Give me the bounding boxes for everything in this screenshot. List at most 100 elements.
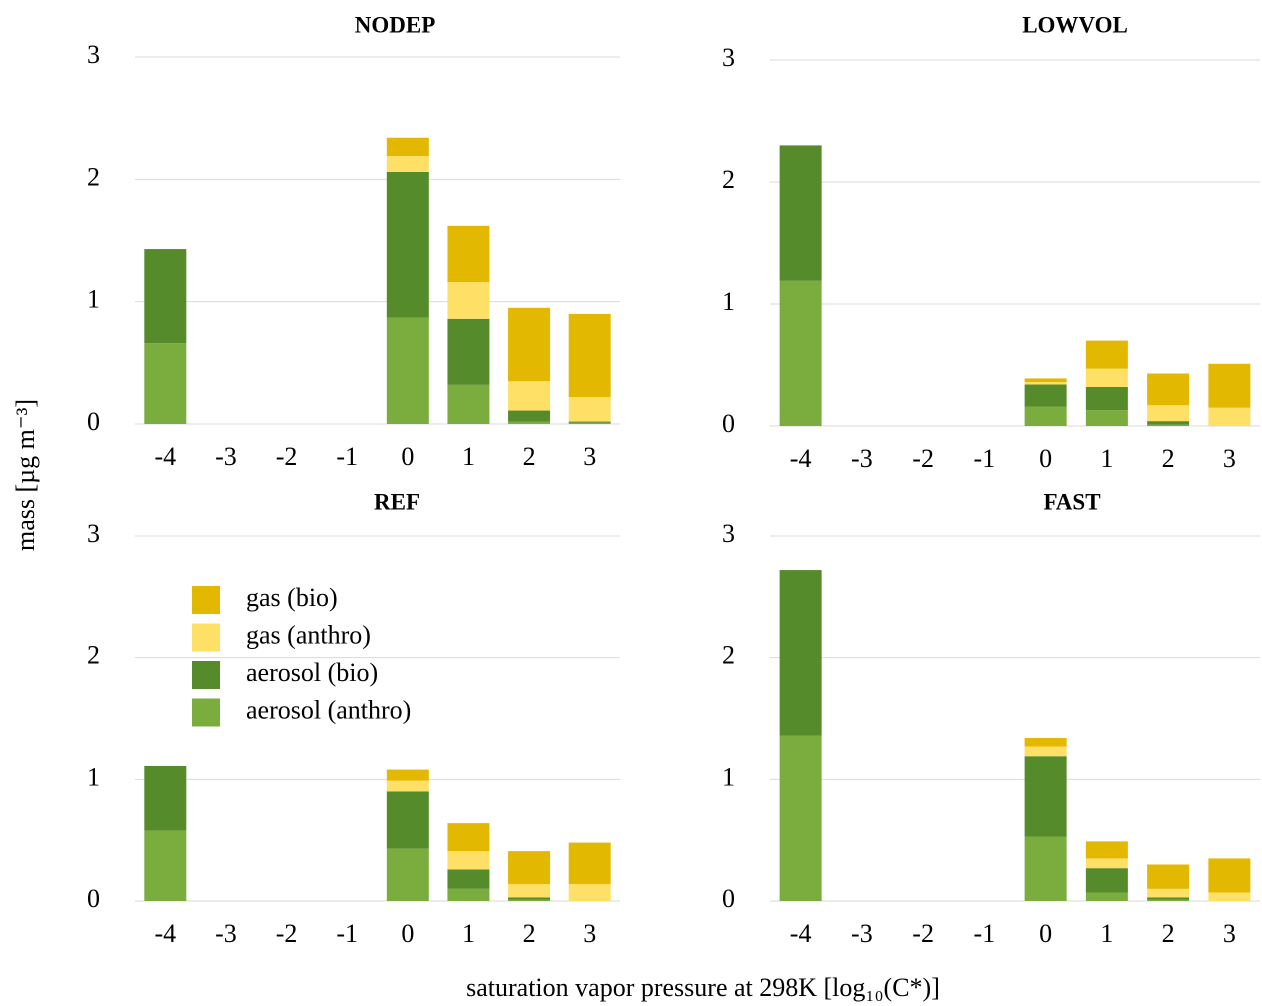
bar-segment	[1085, 386, 1128, 411]
y-tick-label: 1	[722, 287, 735, 316]
x-tick-label: 2	[1162, 919, 1175, 948]
x-tick-label: 3	[583, 442, 596, 471]
x-tick-label: -3	[851, 919, 873, 948]
bar-segment	[1147, 897, 1190, 900]
legend-swatch	[192, 661, 220, 689]
bar-segment	[508, 421, 551, 424]
bar-segment	[1085, 340, 1128, 369]
x-tick-label: -4	[154, 919, 176, 948]
x-tick-label: 0	[401, 442, 414, 471]
bar-segment	[447, 869, 490, 889]
bar-segment	[779, 735, 822, 901]
bar-segment	[1208, 363, 1251, 408]
bar-segment	[568, 422, 611, 424]
bar-segment	[568, 313, 611, 398]
legend-label: gas (anthro)	[246, 620, 371, 649]
y-tick-label: 1	[87, 285, 100, 314]
y-tick-label: 3	[87, 40, 100, 69]
bar-segment	[144, 343, 187, 424]
bar-segment	[447, 384, 490, 424]
bar-segment	[1024, 836, 1067, 901]
bar-segment	[386, 780, 429, 792]
bar-segment	[1024, 746, 1067, 757]
x-tick-label: -2	[276, 442, 298, 471]
x-tick-label: -4	[790, 919, 812, 948]
x-tick-label: 0	[1039, 919, 1052, 948]
bar-segment	[386, 769, 429, 781]
legend-label: aerosol (anthro)	[246, 695, 411, 724]
y-tick-label: 3	[87, 519, 100, 548]
y-tick-label: 2	[722, 641, 735, 670]
y-tick-label: 0	[722, 884, 735, 913]
bar-segment	[1085, 410, 1128, 426]
bar-segment	[386, 156, 429, 172]
bar-segment	[447, 318, 490, 385]
legend-swatch	[192, 698, 220, 727]
x-axis-label: saturation vapor pressure at 298K [log₁₀…	[466, 973, 940, 1002]
bar-segment	[1024, 756, 1067, 837]
bar-segment	[447, 888, 490, 901]
bar-segment	[1147, 864, 1190, 889]
y-tick-label: 1	[87, 762, 100, 791]
x-tick-label: -1	[974, 919, 996, 948]
y-tick-label: 0	[87, 407, 100, 436]
bar-segment	[1024, 384, 1067, 407]
bar-segment	[144, 249, 187, 344]
bar-segment	[1208, 407, 1251, 426]
bar-segment	[1147, 421, 1190, 425]
bar-segment	[1024, 382, 1067, 385]
bar-segment	[1147, 888, 1190, 898]
y-tick-label: 1	[722, 762, 735, 791]
bar-segment	[508, 899, 551, 901]
legend-label: gas (bio)	[246, 583, 338, 612]
y-tick-label: 2	[87, 641, 100, 670]
bar-segment	[447, 282, 490, 319]
x-tick-label: -1	[336, 919, 358, 948]
bar-segment	[508, 883, 551, 898]
bar-segment	[568, 842, 611, 884]
bar-segment	[386, 317, 429, 424]
chart-title: LOWVOL	[1022, 12, 1128, 37]
x-tick-label: 2	[523, 442, 536, 471]
x-tick-label: -3	[215, 442, 237, 471]
x-tick-label: 3	[1223, 919, 1236, 948]
x-tick-label: 1	[462, 442, 475, 471]
chart-title: NODEP	[355, 12, 436, 37]
chart-title: REF	[374, 489, 420, 514]
bar-segment	[386, 791, 429, 849]
bar-segment	[144, 765, 187, 831]
y-tick-label: 2	[722, 165, 735, 194]
bar-segment	[779, 570, 822, 736]
bar-segment	[568, 397, 611, 422]
y-tick-label: 3	[722, 519, 735, 548]
bar-segment	[508, 307, 551, 382]
bar-segment	[1147, 424, 1190, 426]
bar-segment	[1085, 892, 1128, 901]
bar-segment	[1147, 373, 1190, 406]
x-tick-label: -4	[790, 444, 812, 473]
bar-segment	[1208, 892, 1251, 901]
y-tick-label: 0	[722, 409, 735, 438]
bar-segment	[1147, 899, 1190, 901]
bar-segment	[568, 421, 611, 423]
bar-segment	[1085, 868, 1128, 893]
legend-swatch	[192, 623, 220, 652]
bar-segment	[386, 137, 429, 157]
x-tick-label: -3	[851, 444, 873, 473]
bar-segment	[1085, 858, 1128, 869]
x-tick-label: -2	[276, 919, 298, 948]
bar-segment	[1085, 368, 1128, 387]
x-tick-label: 0	[1039, 444, 1052, 473]
x-tick-label: 2	[1162, 444, 1175, 473]
bar-segment	[447, 823, 490, 852]
x-tick-label: 0	[401, 919, 414, 948]
bar-segment	[447, 851, 490, 870]
bar-segment	[508, 381, 551, 411]
x-tick-label: -1	[336, 442, 358, 471]
x-tick-label: 2	[523, 919, 536, 948]
bar-segment	[1147, 405, 1190, 422]
y-axis-label: mass [µg m⁻³]	[11, 399, 40, 551]
bar-segment	[144, 830, 187, 901]
x-tick-label: -2	[912, 444, 934, 473]
